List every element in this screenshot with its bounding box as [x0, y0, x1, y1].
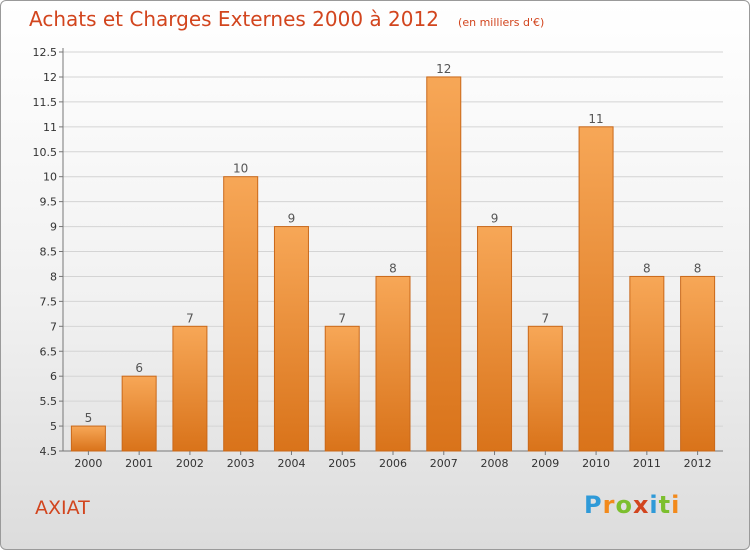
bar-value-label: 10 [233, 162, 248, 176]
x-tick-label: 2006 [379, 457, 407, 470]
bar [629, 275, 665, 452]
x-tick-label: 2012 [684, 457, 712, 470]
logo-letter: x [632, 491, 650, 519]
logo-letter: r [602, 491, 616, 519]
bar-value-label: 9 [491, 212, 499, 226]
bar-value-label: 7 [541, 311, 549, 325]
x-tick-label: 2010 [582, 457, 610, 470]
logo-letter: i [649, 491, 659, 519]
commune-name: AXIAT [35, 497, 90, 519]
y-tick-label: 11.5 [33, 96, 58, 109]
y-tick-label: 12 [43, 71, 57, 84]
bar [172, 325, 208, 452]
x-tick-label: 2000 [74, 457, 102, 470]
bar-value-label: 9 [288, 212, 296, 226]
bar [578, 126, 614, 452]
y-tick-label: 5 [50, 420, 57, 433]
bar-value-label: 12 [436, 62, 451, 76]
x-tick-label: 2002 [176, 457, 204, 470]
x-tick-label: 2003 [227, 457, 255, 470]
x-tick-label: 2008 [481, 457, 509, 470]
logo-letter: o [615, 491, 633, 519]
bar-value-label: 7 [338, 311, 346, 325]
logo-letter: P [584, 491, 603, 519]
x-tick-label: 2011 [633, 457, 661, 470]
title-row: Achats et Charges Externes 2000 à 2012 (… [29, 7, 544, 31]
y-tick-label: 12.5 [33, 46, 58, 59]
x-tick-label: 2007 [430, 457, 458, 470]
bar-value-label: 6 [135, 361, 143, 375]
bar [375, 275, 411, 452]
bar-value-label: 8 [643, 261, 651, 275]
bar-value-label: 7 [186, 311, 194, 325]
bar-value-label: 8 [389, 261, 397, 275]
bar-value-label: 11 [588, 112, 603, 126]
logo-letter: t [658, 491, 672, 519]
bar-value-label: 8 [694, 261, 702, 275]
y-tick-label: 9 [50, 221, 57, 234]
bar [223, 176, 259, 452]
bar [477, 226, 513, 452]
bar [121, 375, 157, 452]
bar [273, 226, 309, 452]
y-tick-label: 7.5 [40, 295, 58, 308]
proxiti-logo[interactable]: Proxiti [584, 491, 680, 519]
bar [70, 425, 106, 452]
y-tick-label: 4.5 [40, 445, 58, 458]
logo-letter: i [671, 491, 681, 519]
chart-subtitle: (en milliers d'€) [458, 16, 545, 29]
y-tick-label: 5.5 [40, 395, 58, 408]
x-tick-label: 2005 [328, 457, 356, 470]
y-tick-label: 6.5 [40, 345, 58, 358]
bar-value-label: 5 [85, 411, 93, 425]
bar [426, 76, 462, 452]
x-tick-label: 2009 [531, 457, 559, 470]
bar [527, 325, 563, 452]
y-tick-label: 7 [50, 320, 57, 333]
y-tick-label: 8 [50, 270, 57, 283]
y-tick-label: 6 [50, 370, 57, 383]
y-tick-label: 10 [43, 171, 57, 184]
y-tick-label: 10.5 [33, 146, 58, 159]
y-tick-label: 9.5 [40, 196, 58, 209]
bar [680, 275, 716, 452]
y-tick-label: 11 [43, 121, 57, 134]
chart-title: Achats et Charges Externes 2000 à 2012 [29, 7, 439, 31]
y-tick-label: 8.5 [40, 246, 58, 259]
x-tick-label: 2001 [125, 457, 153, 470]
x-tick-label: 2004 [277, 457, 305, 470]
bar [324, 325, 360, 452]
